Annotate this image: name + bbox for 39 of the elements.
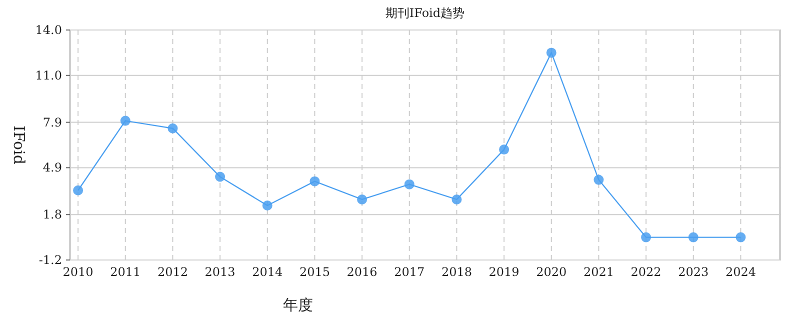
y-tick-label: 4.9 bbox=[42, 160, 62, 175]
point bbox=[404, 179, 414, 190]
x-tick-label: 2018 bbox=[441, 265, 472, 279]
point bbox=[357, 194, 368, 204]
chart-title: 期刊IFoid趋势 bbox=[385, 6, 465, 20]
point bbox=[168, 123, 178, 134]
x-tick-label: 2020 bbox=[536, 265, 567, 279]
y-tick-label: 14.0 bbox=[35, 23, 62, 37]
point bbox=[310, 176, 320, 186]
point bbox=[688, 232, 698, 242]
y-tick-label: 11.0 bbox=[35, 68, 62, 82]
point bbox=[120, 116, 130, 126]
x-tick-label: 2011 bbox=[110, 265, 141, 279]
x-tick-label: 2016 bbox=[346, 265, 378, 279]
point bbox=[73, 185, 84, 196]
point bbox=[641, 232, 652, 242]
point bbox=[736, 232, 746, 242]
x-tick-label: 2024 bbox=[725, 265, 756, 279]
x-tick-label: 2013 bbox=[204, 265, 236, 279]
point bbox=[262, 200, 272, 211]
x-tick-label: 2023 bbox=[678, 265, 709, 279]
x-tick-label: 2022 bbox=[630, 265, 662, 279]
x-axis-title: 年度 bbox=[283, 296, 313, 314]
x-tick-label: 2015 bbox=[299, 265, 330, 279]
y-tick-label: 7.9 bbox=[42, 115, 62, 130]
x-tick-label: 2010 bbox=[62, 265, 94, 279]
y-tick-label: -1.2 bbox=[38, 253, 62, 267]
x-tick-label: 2021 bbox=[583, 265, 614, 279]
point bbox=[215, 172, 226, 182]
point bbox=[546, 48, 556, 58]
x-tick-label: 2014 bbox=[252, 265, 284, 279]
y-tick-label: 1.8 bbox=[42, 208, 62, 222]
x-tick-label: 2017 bbox=[394, 265, 425, 279]
point bbox=[499, 144, 510, 155]
x-tick-label: 2012 bbox=[157, 265, 188, 279]
x-tick-label: 2019 bbox=[488, 265, 520, 279]
point bbox=[594, 174, 604, 185]
y-axis-title: IFoid bbox=[10, 126, 28, 165]
point bbox=[452, 194, 462, 204]
